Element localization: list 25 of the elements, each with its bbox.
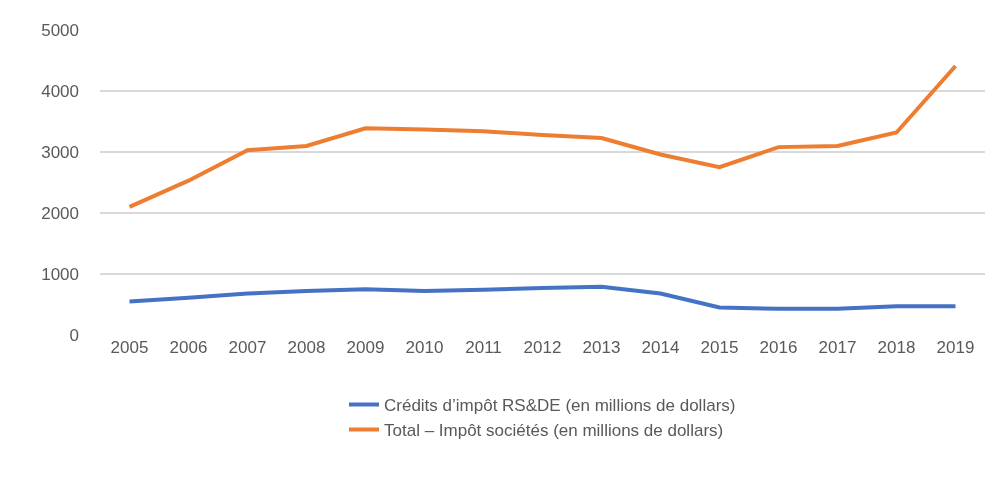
y-tick-label: 1000 — [41, 264, 79, 284]
x-tick-label: 2009 — [346, 338, 385, 357]
x-tick-label: 2010 — [405, 338, 444, 357]
x-tick-label: 2006 — [169, 338, 208, 357]
legend-label: Total – Impôt sociétés (en millions de dollars) — [384, 421, 724, 441]
y-tick-label: 0 — [69, 325, 79, 345]
y-tick-label: 3000 — [41, 142, 79, 162]
line-series — [127, 284, 958, 311]
x-tick-label: 2019 — [936, 338, 975, 357]
x-tick-label: 2018 — [877, 338, 916, 357]
x-tick-label: 2012 — [523, 338, 562, 357]
x-tick-label: 2005 — [110, 338, 149, 357]
x-tick-label: 2016 — [759, 338, 798, 357]
x-tick-label: 2008 — [287, 338, 326, 357]
x-tick-label: 2015 — [700, 338, 739, 357]
y-tick-label: 5000 — [41, 20, 79, 40]
x-tick-label: 2007 — [228, 338, 267, 357]
legend-label: Crédits d’impôt RS&DE (en millions de dollars) — [384, 396, 736, 416]
line-series — [127, 63, 958, 209]
y-tick-label: 4000 — [41, 81, 79, 101]
x-tick-label: 2013 — [582, 338, 621, 357]
x-tick-label: 2014 — [641, 338, 680, 357]
x-tick-label: 2011 — [465, 338, 502, 357]
x-tick-label: 2017 — [818, 338, 857, 357]
y-tick-label: 2000 — [41, 203, 79, 223]
